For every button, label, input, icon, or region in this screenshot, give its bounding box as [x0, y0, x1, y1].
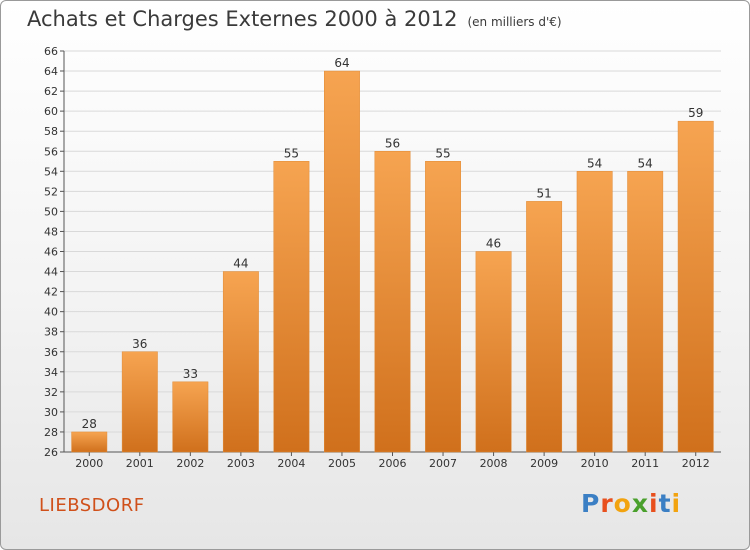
bar-2002 — [172, 381, 209, 453]
y-tick-label: 38 — [44, 326, 58, 339]
bar-2011 — [627, 171, 664, 453]
bar-2004 — [273, 161, 310, 453]
proxiti-logo[interactable]: Proxiti — [581, 489, 681, 518]
y-tick-label: 28 — [44, 426, 58, 439]
bar-value-label: 54 — [638, 156, 653, 170]
bar-2006 — [374, 151, 411, 453]
bar-value-label: 33 — [183, 367, 198, 381]
bar-value-label: 56 — [385, 136, 400, 150]
bar-value-label: 64 — [334, 56, 349, 70]
commune-name: LIEBSDORF — [39, 495, 145, 516]
bar-value-label: 55 — [435, 146, 450, 160]
logo-letter: i — [671, 489, 682, 518]
x-tick-label: 2003 — [227, 457, 255, 470]
x-tick-label: 2001 — [126, 457, 154, 470]
y-tick-label: 26 — [44, 446, 58, 459]
logo-letter: o — [613, 489, 632, 518]
y-tick-label: 64 — [44, 65, 58, 78]
y-tick-label: 62 — [44, 85, 58, 98]
x-tick-label: 2005 — [328, 457, 356, 470]
title-text: Achats et Charges Externes 2000 à 2012 — [27, 7, 458, 31]
y-tick-label: 52 — [44, 185, 58, 198]
y-tick-label: 66 — [44, 45, 58, 58]
logo-letter: r — [600, 489, 614, 518]
y-tick-label: 60 — [44, 105, 58, 118]
y-tick-label: 30 — [44, 406, 58, 419]
bar-2005 — [324, 70, 360, 453]
logo-letter: t — [658, 489, 672, 518]
y-tick-label: 36 — [44, 346, 58, 359]
y-tick-label: 40 — [44, 306, 58, 319]
bar-2001 — [121, 351, 158, 453]
bar-value-label: 59 — [688, 106, 703, 120]
x-tick-label: 2008 — [480, 457, 508, 470]
y-tick-label: 58 — [44, 125, 58, 138]
bar-value-label: 46 — [486, 237, 501, 251]
y-tick-label: 48 — [44, 225, 58, 238]
chart-subtitle: (en milliers d'€) — [467, 15, 562, 29]
y-tick-label: 34 — [44, 366, 58, 379]
bar-2000 — [71, 431, 108, 453]
x-tick-label: 2000 — [75, 457, 103, 470]
bar-2008 — [475, 251, 512, 453]
x-tick-label: 2006 — [379, 457, 407, 470]
x-tick-label: 2010 — [581, 457, 609, 470]
bar-value-label: 54 — [587, 156, 602, 170]
y-tick-label: 54 — [44, 165, 58, 178]
x-tick-label: 2009 — [530, 457, 558, 470]
x-tick-label: 2007 — [429, 457, 457, 470]
x-tick-label: 2004 — [277, 457, 305, 470]
logo-letter: x — [631, 489, 649, 518]
y-tick-label: 42 — [44, 286, 58, 299]
y-tick-label: 46 — [44, 246, 58, 259]
x-tick-label: 2012 — [682, 457, 710, 470]
bar-value-label: 28 — [82, 417, 97, 431]
chart-title: Achats et Charges Externes 2000 à 2012 (e… — [27, 7, 562, 31]
y-tick-label: 50 — [44, 205, 58, 218]
bars — [71, 70, 714, 453]
bar-value-label: 36 — [132, 337, 147, 351]
bar-2007 — [425, 161, 461, 453]
logo-letter: P — [581, 489, 601, 518]
y-tick-label: 32 — [44, 386, 58, 399]
bar-value-label: 44 — [233, 257, 248, 271]
bar-2009 — [526, 201, 563, 453]
bar-value-label: 51 — [536, 186, 551, 200]
bar-2012 — [677, 120, 714, 453]
logo-letter: i — [649, 489, 659, 518]
y-tick-label: 44 — [44, 266, 58, 279]
y-tick-label: 56 — [44, 145, 58, 158]
x-tick-label: 2011 — [631, 457, 659, 470]
bar-value-label: 55 — [284, 146, 299, 160]
bar-2010 — [576, 171, 613, 453]
x-tick-label: 2002 — [176, 457, 204, 470]
bar-labels: 28 36 33 44 55 64 56 55 46 51 54 54 59 — [82, 56, 704, 431]
bar-2003 — [222, 271, 259, 453]
